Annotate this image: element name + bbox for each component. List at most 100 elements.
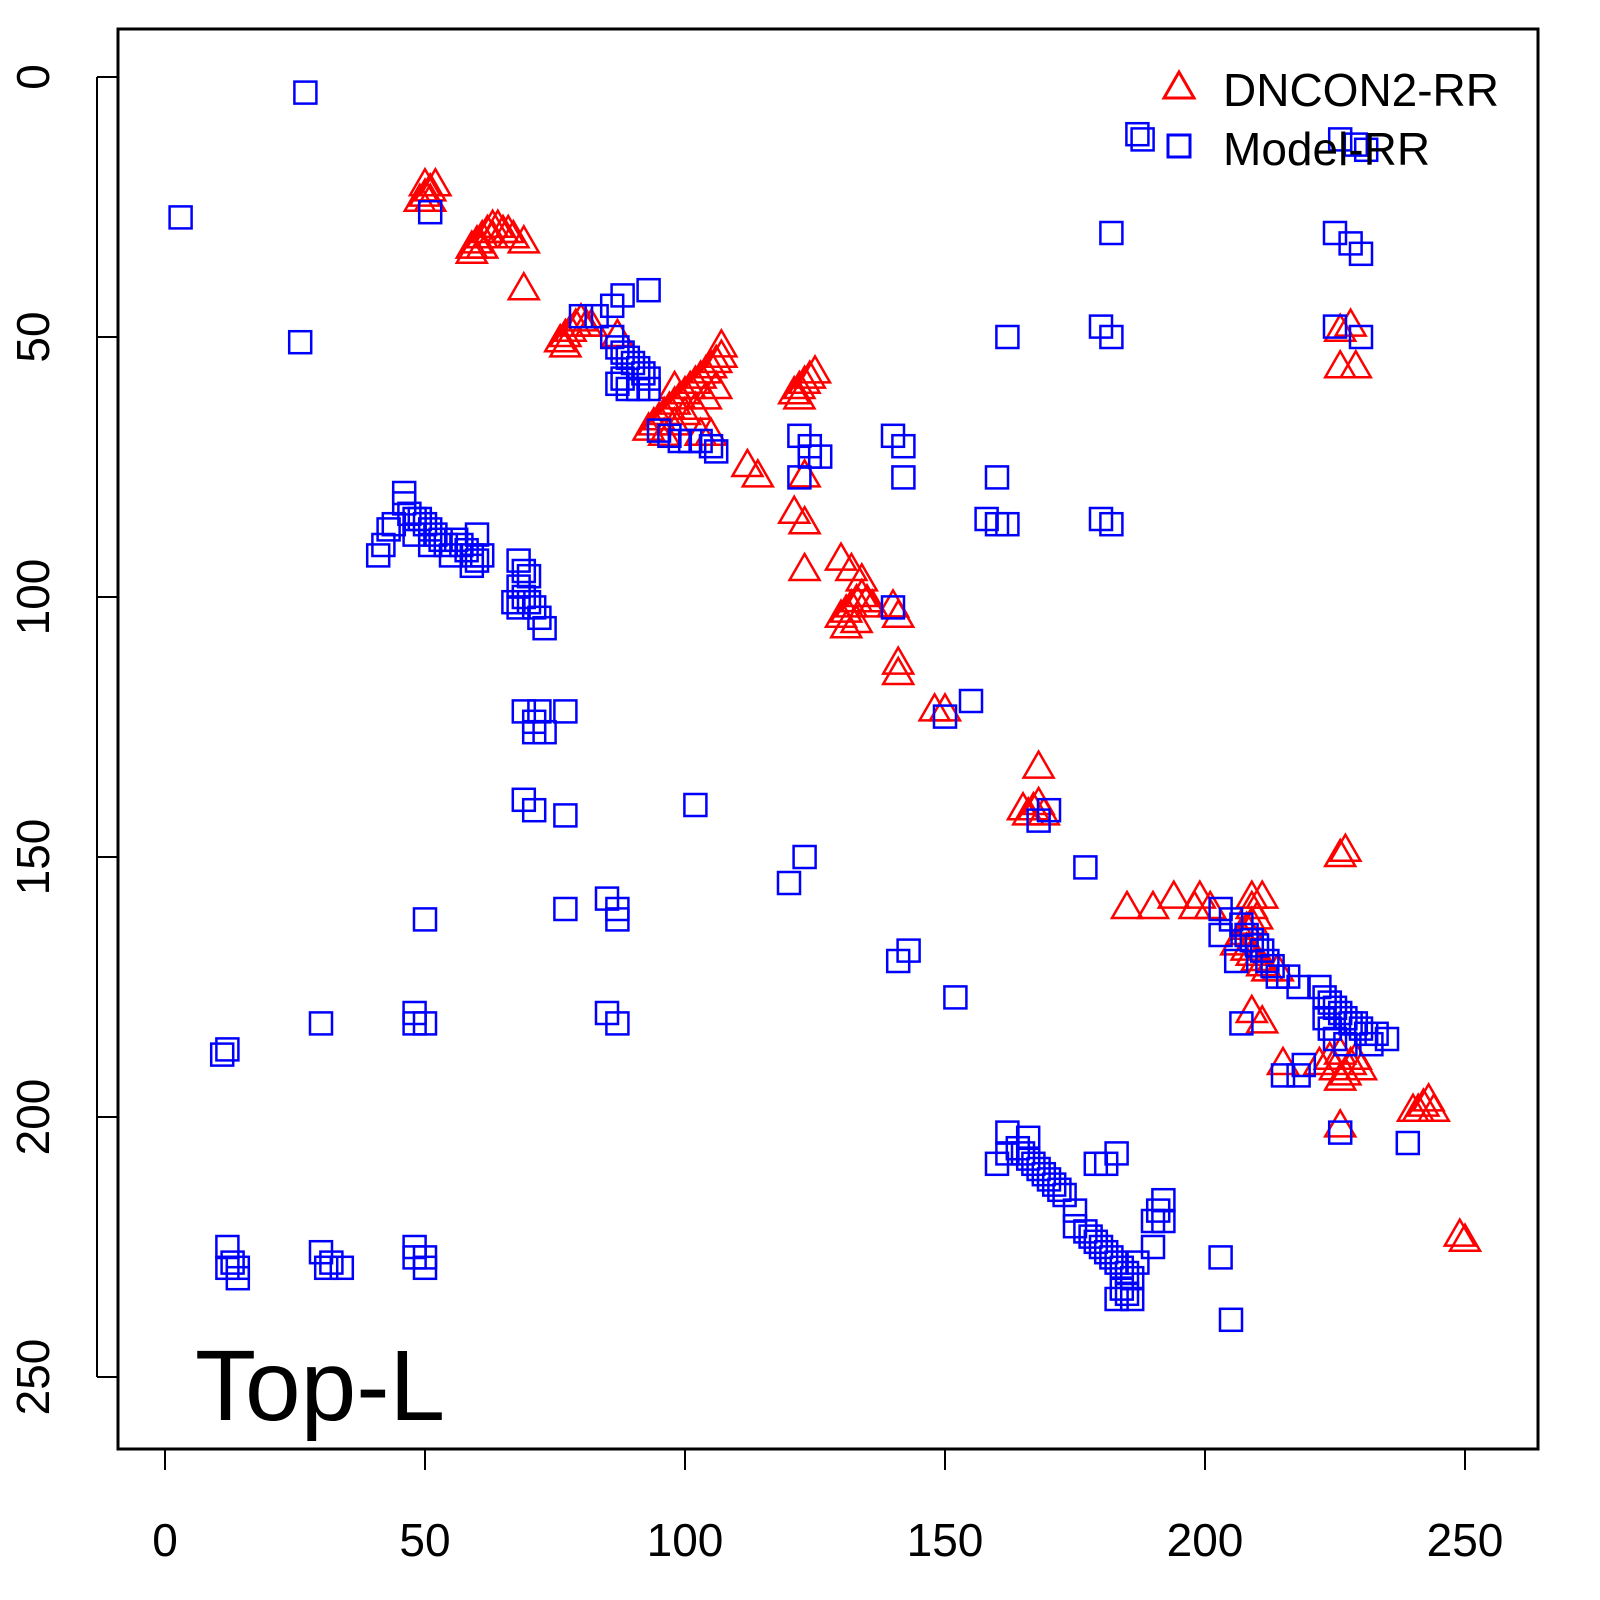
dncon2-rr-point — [1323, 348, 1358, 379]
dncon2-rr-point — [506, 223, 541, 254]
model-rr-point — [943, 985, 968, 1010]
legend-triangle-icon — [1161, 68, 1197, 100]
model-rr-point — [605, 907, 630, 932]
dncon2-rr-point — [792, 359, 827, 389]
dncon2-rr-point — [1406, 1087, 1441, 1117]
dncon2-rr-point — [454, 234, 489, 265]
model-rr-point — [308, 1011, 334, 1036]
model-rr-point — [1140, 1234, 1166, 1260]
dncon2-rr-point — [657, 369, 692, 400]
dncon2-rr-point — [475, 218, 510, 249]
model-rr-point — [1125, 1250, 1150, 1275]
dncon2-rr-point — [704, 338, 739, 369]
model-rr-point — [1125, 121, 1150, 147]
dncon2-rr-point — [704, 327, 739, 358]
model-rr-point — [412, 907, 438, 932]
dncon2-rr-point — [782, 379, 817, 410]
dncon2-rr-point — [881, 645, 916, 675]
model-rr-point — [1083, 1151, 1109, 1177]
model-rr-point — [459, 553, 485, 579]
x-tick-label: 0 — [152, 1514, 178, 1566]
model-rr-point — [1359, 1031, 1384, 1057]
model-rr-point — [605, 371, 630, 397]
dncon2-rr-point — [506, 270, 541, 301]
dncon2-rr-point — [1328, 832, 1363, 863]
dncon2-rr-point — [855, 587, 890, 618]
model-rr-point — [1353, 137, 1379, 163]
dncon2-rr-point — [787, 551, 822, 582]
dncon2-rr-point — [1177, 889, 1212, 920]
model-rr-point — [896, 938, 921, 963]
model-rr-point — [215, 1234, 240, 1260]
model-rr-point — [1015, 1125, 1041, 1151]
model-rr-point — [553, 699, 578, 724]
model-rr-point — [984, 465, 1010, 490]
model-rr-point — [521, 719, 547, 745]
model-rr-point — [797, 444, 823, 469]
x-tick-label: 250 — [1427, 1514, 1504, 1566]
model-rr-point — [376, 517, 401, 542]
dncon2-rr-point — [1135, 889, 1171, 920]
dncon2-rr-point — [465, 229, 500, 259]
dncon2-rr-point — [881, 598, 916, 629]
model-rr-point — [636, 376, 661, 402]
dncon2-rr-point — [1219, 925, 1254, 956]
model-rr-point — [553, 803, 578, 828]
dncon2-rr-point — [496, 218, 531, 249]
model-rr-point — [215, 1037, 240, 1062]
dncon2-rr-point — [491, 213, 526, 244]
model-rr-point — [1047, 1177, 1072, 1203]
model-rr-point — [1374, 1026, 1400, 1052]
model-rr-point — [568, 303, 594, 329]
x-tick-label: 200 — [1167, 1514, 1244, 1566]
dncon2-rr-point — [1442, 1217, 1477, 1247]
dncon2-rr-point — [1016, 790, 1051, 821]
model-rr-point — [402, 1011, 427, 1036]
dncon2-rr-point — [1447, 1222, 1483, 1253]
dncon2-rr-point — [1416, 1092, 1451, 1123]
model-rr-point — [1151, 1208, 1176, 1234]
model-rr-point — [1270, 1063, 1296, 1088]
model-rr-point — [1286, 1063, 1311, 1088]
dncon2-rr-point — [678, 390, 713, 421]
dncon2-rr-point — [1156, 879, 1191, 909]
model-rr-point — [636, 277, 661, 303]
legend-square-icon — [1166, 133, 1192, 159]
dncon2-rr-point — [407, 177, 443, 207]
y-tick-label: 100 — [7, 559, 59, 636]
model-rr-point — [1130, 127, 1155, 152]
model-rr-point — [1395, 1130, 1421, 1156]
dncon2-rr-point — [683, 359, 718, 389]
annotation-top-l: Top-L — [195, 1330, 445, 1442]
model-rr-point — [464, 548, 490, 573]
model-rr-point — [1208, 1245, 1233, 1270]
dncon2-rr-point — [563, 301, 599, 332]
model-rr-point — [293, 80, 318, 105]
model-rr-point — [1322, 314, 1348, 339]
dncon2-rr-point — [693, 348, 729, 379]
model-rr-point — [521, 797, 547, 823]
dncon2-rr-point — [667, 395, 703, 426]
model-rr-point — [506, 595, 531, 620]
dncon2-rr-point — [543, 322, 578, 353]
model-rr-point — [1208, 922, 1233, 948]
model-rr-point — [329, 1255, 355, 1281]
model-rr-point — [287, 329, 313, 355]
dncon2-rr-point — [1234, 879, 1269, 909]
dncon2-rr-point — [574, 307, 609, 337]
model-rr-point — [225, 1255, 251, 1281]
model-rr-point — [1073, 855, 1098, 880]
model-rr-point — [209, 1042, 235, 1067]
model-rr-point — [1104, 1286, 1129, 1312]
axes: 0 50 100 150 200 250 0 50 100 150 200 250 — [7, 64, 1503, 1566]
dncon2-rr-point — [657, 405, 692, 436]
model-rr-point — [932, 704, 958, 729]
dncon2-rr-point — [688, 379, 723, 410]
dncon2-rr-point — [1245, 1003, 1280, 1034]
dncon2-rr-point — [839, 603, 874, 634]
dncon2-rr-point — [787, 457, 822, 488]
model-rr-point — [168, 205, 193, 230]
dncon2-rr-point — [1323, 1107, 1358, 1138]
x-tick-label: 50 — [399, 1514, 450, 1566]
